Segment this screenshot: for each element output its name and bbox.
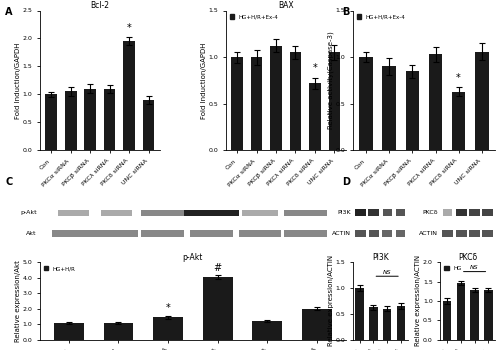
Bar xyxy=(443,301,451,340)
Bar xyxy=(470,290,478,340)
Bar xyxy=(58,210,89,216)
Text: *: * xyxy=(126,23,132,33)
Bar xyxy=(428,54,442,150)
Bar xyxy=(52,230,95,237)
Bar xyxy=(396,230,406,237)
Bar xyxy=(284,210,328,216)
Bar xyxy=(482,209,494,216)
Bar xyxy=(470,209,480,216)
Bar xyxy=(354,209,366,216)
Y-axis label: Relative expression/ACTIN: Relative expression/ACTIN xyxy=(328,256,334,346)
Bar xyxy=(153,317,183,340)
Bar xyxy=(104,323,134,339)
Y-axis label: Relative activity(Caspase-3): Relative activity(Caspase-3) xyxy=(328,32,334,130)
Bar xyxy=(406,71,419,150)
Bar xyxy=(190,230,232,237)
Text: PI3K: PI3K xyxy=(337,210,351,215)
Bar xyxy=(383,309,392,340)
Bar xyxy=(124,41,135,150)
Text: PKCδ: PKCδ xyxy=(422,210,438,215)
Bar xyxy=(65,91,76,150)
Bar xyxy=(356,288,364,340)
Title: PKCδ: PKCδ xyxy=(458,253,477,261)
Text: A: A xyxy=(5,7,12,17)
Bar xyxy=(396,209,405,216)
Text: Akt: Akt xyxy=(26,231,37,236)
Bar xyxy=(369,307,378,340)
Legend: HG+H/R+Ex-4: HG+H/R+Ex-4 xyxy=(228,13,280,21)
Text: p-Akt: p-Akt xyxy=(20,210,37,215)
Bar xyxy=(354,230,366,237)
Bar xyxy=(397,306,405,340)
Legend: HG+H/R+Ex-4: HG+H/R+Ex-4 xyxy=(356,13,406,21)
Bar xyxy=(470,230,480,237)
Bar xyxy=(270,46,282,150)
Bar xyxy=(141,230,184,237)
Bar xyxy=(250,57,262,150)
Y-axis label: Relative expression/ACTIN: Relative expression/ACTIN xyxy=(416,256,422,346)
Bar xyxy=(309,83,320,150)
Title: p-Akt: p-Akt xyxy=(182,253,203,261)
Y-axis label: Relative expression/Akt: Relative expression/Akt xyxy=(15,260,21,342)
Bar xyxy=(231,57,243,150)
Y-axis label: Fold Induction/GAPDH: Fold Induction/GAPDH xyxy=(15,42,21,119)
Bar xyxy=(290,52,302,150)
Text: ACTIN: ACTIN xyxy=(419,231,438,236)
Bar xyxy=(369,230,378,237)
Bar xyxy=(443,209,452,216)
Text: NS: NS xyxy=(383,270,392,275)
Bar xyxy=(184,210,238,216)
Bar xyxy=(95,230,138,237)
Text: *: * xyxy=(312,63,318,74)
Bar xyxy=(101,210,132,216)
Text: #: # xyxy=(214,263,222,273)
Bar xyxy=(104,89,116,150)
Text: D: D xyxy=(342,177,350,187)
Bar xyxy=(456,283,465,340)
Title: Bcl-2: Bcl-2 xyxy=(90,1,110,10)
Bar xyxy=(382,66,396,150)
Bar xyxy=(474,51,488,150)
Bar xyxy=(452,92,466,150)
Bar xyxy=(238,230,282,237)
Bar xyxy=(242,210,279,216)
Bar xyxy=(252,321,282,340)
Legend: HG+H/R: HG+H/R xyxy=(43,265,77,272)
Bar xyxy=(456,230,466,237)
Bar xyxy=(360,57,374,150)
Text: ACTIN: ACTIN xyxy=(332,231,351,236)
Title: PI3K: PI3K xyxy=(372,253,388,261)
Text: B: B xyxy=(342,7,350,17)
Bar xyxy=(382,230,392,237)
Bar xyxy=(328,52,340,150)
Bar xyxy=(46,94,57,150)
Bar xyxy=(54,323,84,340)
Text: *: * xyxy=(166,303,170,313)
Title: BAX: BAX xyxy=(278,1,293,10)
Bar xyxy=(383,209,392,216)
Text: *: * xyxy=(456,73,461,83)
Bar xyxy=(482,230,494,237)
Bar xyxy=(284,230,328,237)
Bar xyxy=(142,100,154,150)
Bar xyxy=(456,209,466,216)
Bar xyxy=(368,209,379,216)
Bar xyxy=(484,290,492,340)
Bar xyxy=(302,309,332,340)
Legend: HG: HG xyxy=(443,265,462,272)
Text: NS: NS xyxy=(470,265,479,270)
Text: C: C xyxy=(5,177,12,187)
Y-axis label: Fold Induction/GAPDH: Fold Induction/GAPDH xyxy=(201,42,207,119)
Bar xyxy=(84,89,96,150)
Bar xyxy=(141,210,184,216)
Bar xyxy=(202,277,232,340)
Bar xyxy=(442,230,453,237)
